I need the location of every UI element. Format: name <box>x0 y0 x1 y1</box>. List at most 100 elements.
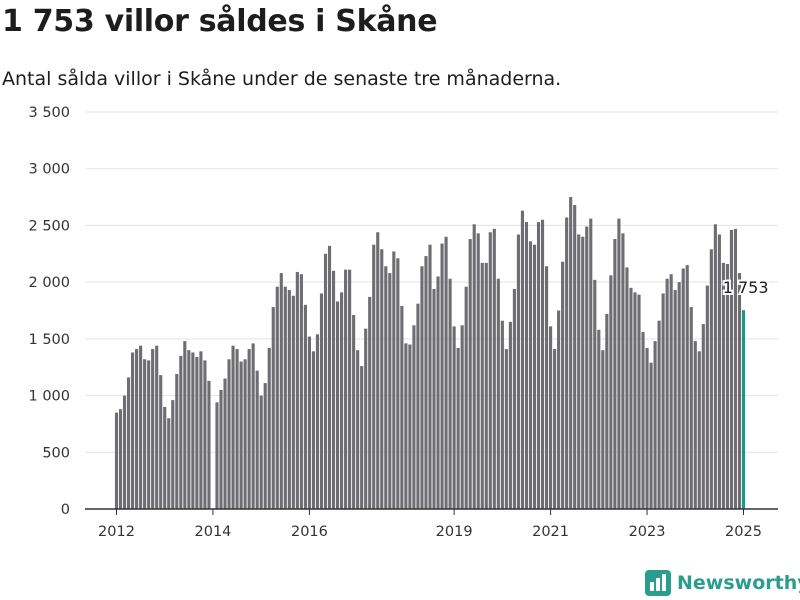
bar <box>445 237 448 509</box>
bar <box>565 217 568 509</box>
x-axis-ticks: 2012201420162019202120232025 <box>98 509 762 540</box>
bar <box>215 402 218 509</box>
y-tick-label: 3 000 <box>28 162 70 178</box>
bar <box>187 350 190 509</box>
bar <box>501 321 504 509</box>
bar <box>629 288 632 509</box>
bar <box>730 230 733 509</box>
bar <box>264 383 267 509</box>
bar <box>388 273 391 509</box>
bar <box>698 351 701 509</box>
bar <box>244 359 247 509</box>
bar <box>127 377 130 509</box>
brand-name: Newsworthy <box>677 572 800 594</box>
bar <box>690 307 693 509</box>
bar <box>645 348 648 509</box>
y-axis-labels: 05001 0001 5002 0002 5003 0003 500 <box>28 105 70 518</box>
bar <box>549 326 552 509</box>
bar <box>131 352 134 509</box>
bar <box>139 346 142 509</box>
bar <box>674 290 677 509</box>
x-tick-label: 2023 <box>629 524 666 540</box>
newsworthy-logo-icon <box>645 570 671 596</box>
bar <box>577 235 580 509</box>
bar <box>380 249 383 509</box>
bar <box>219 390 222 509</box>
bar <box>545 266 548 509</box>
bar <box>670 274 673 509</box>
bar <box>702 324 705 509</box>
bar <box>718 235 721 509</box>
bar <box>710 249 713 509</box>
bar <box>288 290 291 509</box>
bar <box>734 229 737 509</box>
x-tick-label: 2019 <box>436 524 473 540</box>
bar <box>537 222 540 509</box>
bar <box>420 266 423 509</box>
bar <box>453 326 456 509</box>
bar <box>332 271 335 509</box>
bar <box>203 360 206 509</box>
y-tick-label: 1 500 <box>28 332 70 348</box>
bar <box>340 292 343 509</box>
bar <box>320 293 323 509</box>
bar <box>625 267 628 509</box>
bar <box>248 349 251 509</box>
bar <box>396 258 399 509</box>
bar <box>231 346 234 509</box>
bar <box>714 224 717 509</box>
bar <box>557 311 560 510</box>
bar <box>432 289 435 509</box>
bar <box>352 315 355 509</box>
bar <box>276 287 279 509</box>
y-tick-label: 3 500 <box>28 105 70 121</box>
bar <box>412 325 415 509</box>
bar <box>641 332 644 509</box>
bar <box>348 270 351 509</box>
bar <box>252 343 255 509</box>
bar <box>533 245 536 509</box>
bar <box>336 301 339 509</box>
bar <box>477 233 480 509</box>
bar <box>183 341 186 509</box>
bar <box>485 263 488 509</box>
bar <box>541 220 544 509</box>
bar <box>666 279 669 509</box>
bar <box>585 227 588 509</box>
bar <box>561 262 564 509</box>
bar <box>609 275 612 509</box>
bar <box>280 273 283 509</box>
bar <box>726 264 729 509</box>
bar <box>662 293 665 509</box>
bar <box>489 232 492 509</box>
bar <box>324 254 327 509</box>
bar <box>199 351 202 509</box>
bar <box>300 274 303 509</box>
y-tick-label: 2 000 <box>28 275 70 291</box>
bar <box>706 286 709 509</box>
bar <box>601 350 604 509</box>
bar <box>159 375 162 509</box>
bars <box>115 197 745 509</box>
bar <box>372 245 375 509</box>
bar <box>240 362 243 509</box>
bar <box>227 359 230 509</box>
bar <box>308 337 311 509</box>
bar <box>400 306 403 509</box>
bar <box>268 348 271 509</box>
bar <box>621 233 624 509</box>
bar <box>682 269 685 509</box>
bar <box>376 232 379 509</box>
bar <box>356 350 359 509</box>
y-tick-label: 1 000 <box>28 389 70 405</box>
bar <box>316 334 319 509</box>
bar <box>428 245 431 509</box>
y-tick-label: 0 <box>61 502 70 518</box>
bar <box>440 244 443 509</box>
bar <box>617 219 620 509</box>
bar <box>481 263 484 509</box>
bar <box>589 219 592 509</box>
x-tick-label: 2012 <box>98 524 135 540</box>
bar <box>593 280 596 509</box>
bar <box>328 246 331 509</box>
